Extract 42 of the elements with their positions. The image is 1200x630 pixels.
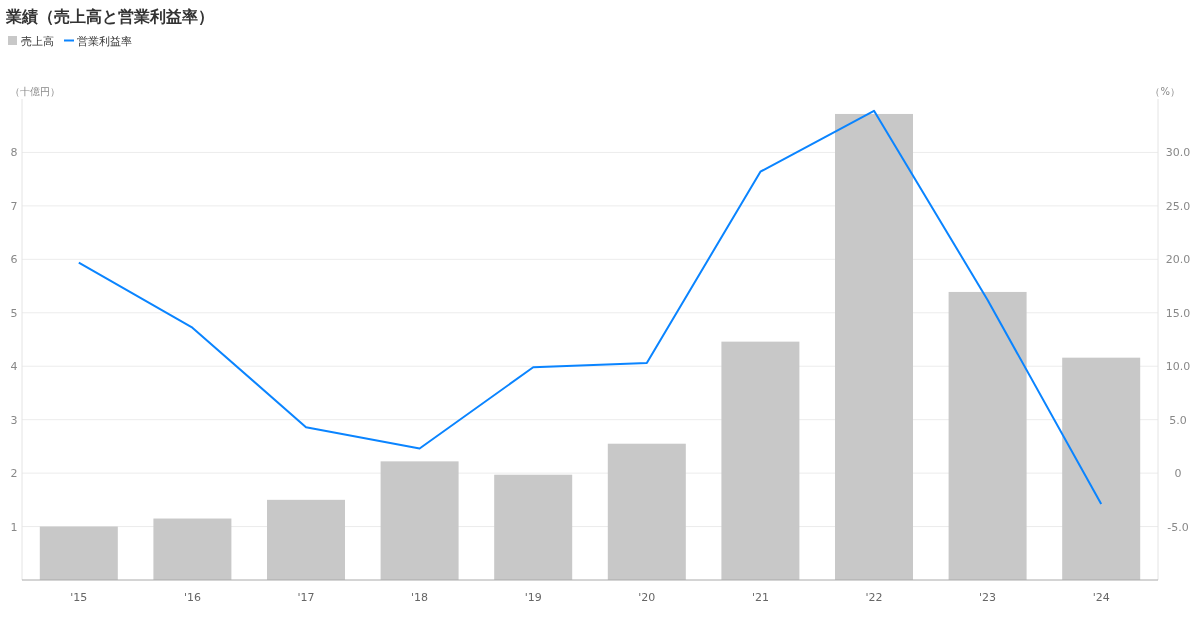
- bar: [835, 113, 913, 580]
- y-tick-label: 2: [10, 467, 18, 481]
- legend-label: 営業利益率: [77, 35, 132, 48]
- x-tick-label: '20: [638, 591, 656, 604]
- y2-tick-label: 10.0: [1165, 360, 1191, 374]
- bar: [39, 526, 118, 580]
- bar: [1062, 357, 1141, 580]
- y2-tick-label: 0: [1174, 467, 1182, 481]
- x-tick-label: '19: [524, 591, 542, 604]
- bar: [948, 291, 1027, 580]
- x-tick-label: '21: [751, 591, 769, 604]
- bar: [153, 518, 232, 580]
- bar: [267, 499, 345, 580]
- y2-tick-label: 5.0: [1169, 413, 1187, 427]
- x-tick-label: '22: [865, 591, 883, 604]
- bar: [607, 443, 686, 580]
- y2-tick-label: 15.0: [1165, 306, 1191, 320]
- y-tick-label: 3: [10, 413, 18, 427]
- y2-axis-title: （%）: [1150, 86, 1180, 97]
- chart-title: 業績（売上高と営業利益率）: [5, 7, 214, 26]
- x-tick-label: '23: [979, 591, 997, 604]
- y2-tick-label: 20.0: [1165, 253, 1191, 267]
- y-tick-label: 1: [10, 520, 18, 534]
- legend-label: 売上高: [21, 35, 54, 48]
- y2-tick-label: 25.0: [1165, 199, 1191, 213]
- line-series: [77, 109, 1103, 506]
- y-tick-label: 7: [10, 199, 18, 213]
- x-tick-label: '16: [183, 591, 201, 604]
- y-tick-label: 8: [10, 146, 18, 160]
- y2-tick-label: 30.0: [1165, 146, 1191, 160]
- x-tick-label: '15: [70, 591, 88, 604]
- y-tick-label: 4: [10, 360, 18, 374]
- bar: [494, 474, 573, 580]
- y-tick-label: 6: [10, 253, 18, 267]
- x-tick-label: '24: [1092, 591, 1110, 604]
- bar: [721, 341, 800, 580]
- y-axis-title: （十億円）: [10, 86, 60, 97]
- y-tick-label: 5: [10, 306, 18, 320]
- y2-tick-label: -5.0: [1167, 520, 1189, 534]
- x-tick-label: '18: [411, 591, 429, 604]
- x-tick-label: '17: [297, 591, 315, 604]
- bar: [380, 461, 459, 580]
